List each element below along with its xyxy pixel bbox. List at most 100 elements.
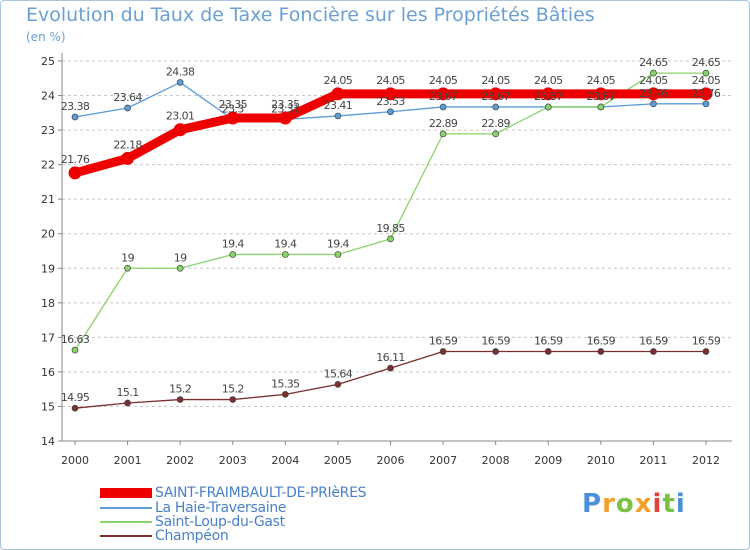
series-3-point-6 (387, 364, 394, 372)
series-1-label-3: 23.3 (222, 102, 245, 115)
series-2-label-4: 19.4 (274, 237, 297, 250)
x-tick-label-2000: 2000 (61, 454, 89, 467)
series-1-point-11 (650, 100, 657, 108)
legend-label-1: La Haie-Traversaine (155, 500, 287, 516)
series-3-point-3 (229, 396, 237, 403)
legend-item-2[interactable]: Saint-Loup-du-Gast (100, 514, 285, 530)
series-1-label-2: 24.38 (166, 65, 195, 78)
x-tick-label-2007: 2007 (429, 454, 457, 467)
series-3-point-2 (176, 396, 184, 403)
proxiti-logo: Proxiti (582, 489, 686, 519)
series-0-label-4: 23.35 (271, 98, 300, 111)
series-2-label-11: 24.65 (639, 56, 668, 69)
series-2-label-3: 19.4 (222, 237, 245, 250)
series-2-point-10 (597, 103, 605, 111)
series-0-point-10 (594, 87, 608, 101)
y-tick-label-18: 18 (41, 297, 55, 310)
series-0-label-7: 24.05 (429, 74, 458, 87)
series-0-label-5: 24.05 (324, 74, 353, 87)
series-0-point-7 (436, 87, 450, 101)
series-0-point-0 (68, 166, 82, 180)
series-2-label-10: 23.67 (587, 90, 616, 103)
y-tick-label-22: 22 (41, 159, 55, 172)
series-2-point-1 (124, 264, 131, 272)
series-2-point-3 (229, 251, 237, 258)
y-tick-label-20: 20 (41, 228, 55, 241)
legend-item-3[interactable]: Champéon (100, 528, 229, 544)
x-tick-label-2001: 2001 (114, 454, 142, 467)
series-3-label-6: 16.11 (376, 351, 405, 364)
series-0-label-2: 23.01 (166, 110, 195, 123)
series-2-label-6: 19.85 (376, 222, 405, 235)
series-3-point-5 (334, 380, 342, 388)
x-tick-label-2011: 2011 (639, 454, 667, 467)
series-2-label-8: 22.89 (481, 117, 510, 130)
series-1-label-0: 23.38 (61, 100, 90, 113)
series-2-label-0: 16.63 (61, 333, 90, 346)
series-0-point-4 (278, 111, 292, 125)
x-tick-label-2002: 2002 (166, 454, 194, 467)
series-3-point-10 (597, 348, 605, 355)
series-2-point-0 (71, 346, 79, 354)
series-0-point-1 (121, 151, 135, 165)
series-1-point-7 (439, 103, 447, 111)
series-2-label-2: 19 (174, 251, 187, 264)
series-1-point-8 (492, 103, 500, 111)
series-2-point-4 (281, 251, 289, 258)
x-tick-label-2003: 2003 (219, 454, 247, 467)
series-0-point-11 (646, 87, 660, 101)
y-tick-label-24: 24 (41, 90, 55, 103)
series-3-point-0 (71, 404, 79, 412)
series-0-point-8 (489, 87, 503, 101)
series-0-point-12 (699, 87, 713, 101)
series-2-point-9 (544, 103, 552, 111)
series-2-label-1: 19 (121, 251, 134, 264)
legend-label-2: Saint-Loup-du-Gast (155, 514, 285, 530)
series-3-label-12: 16.59 (692, 335, 721, 348)
series-0-label-12: 24.05 (692, 74, 721, 87)
y-axis-unit: (en %) (26, 30, 66, 44)
series-0-label-3: 23.35 (219, 98, 248, 111)
series-1-label-8: 23.67 (481, 90, 510, 103)
series-3-point-1 (124, 399, 131, 407)
legend-item-1[interactable]: La Haie-Traversaine (100, 500, 287, 516)
series-3-point-12 (702, 348, 710, 355)
series-2-point-11 (650, 69, 657, 77)
series-2-point-2 (176, 264, 184, 272)
series-1-label-4: 23.31 (271, 102, 300, 115)
series-2-point-6 (387, 235, 394, 243)
y-tick-label-25: 25 (41, 55, 55, 68)
series-0-point-6 (384, 87, 397, 101)
series-3-label-3: 15.2 (222, 383, 244, 396)
series-3-point-8 (492, 348, 500, 355)
series-3-point-4 (281, 391, 289, 398)
series-3-label-10: 16.59 (587, 335, 616, 348)
series-3-label-9: 16.59 (534, 335, 563, 348)
series-3-label-2: 15.2 (169, 383, 191, 396)
series-0-point-2 (173, 123, 187, 137)
legend-swatch-3 (100, 535, 152, 537)
series-3-point-7 (439, 348, 447, 355)
legend-label-0: SAINT-FRAIMBAULT-DE-PRIèRES (155, 485, 367, 501)
legend-swatch-0 (100, 488, 152, 498)
series-1-label-5: 23.41 (324, 99, 353, 112)
series-3-label-0: 14.95 (61, 391, 90, 404)
series-0-label-10: 24.05 (587, 74, 616, 87)
series-2-label-7: 22.89 (429, 117, 458, 130)
series-0-point-3 (226, 111, 240, 125)
y-tick-label-21: 21 (41, 193, 55, 206)
series-2-point-5 (334, 251, 342, 258)
series-0-label-11: 24.05 (639, 74, 668, 87)
x-tick-label-2009: 2009 (534, 454, 562, 467)
y-tick-label-14: 14 (41, 435, 55, 448)
series-1-point-6 (387, 108, 394, 116)
series-2-label-9: 23.67 (534, 90, 563, 103)
legend-item-0[interactable]: SAINT-FRAIMBAULT-DE-PRIèRES (100, 485, 367, 501)
series-1-point-12 (702, 100, 710, 108)
x-tick-label-2010: 2010 (587, 454, 615, 467)
series-3-label-8: 16.59 (481, 335, 510, 348)
series-3-point-9 (544, 348, 552, 355)
series-1-label-12: 23.76 (692, 87, 721, 100)
y-tick-label-15: 15 (41, 400, 55, 413)
